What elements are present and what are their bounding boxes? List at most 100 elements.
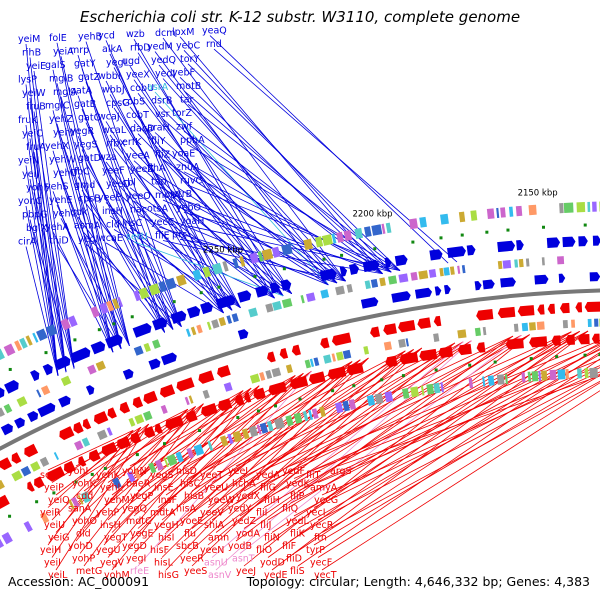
gene-label-fliP: fliP (290, 491, 305, 502)
gene-label-yehU: yehU (53, 168, 77, 179)
forward-gene-arrow (37, 402, 56, 418)
gene-label-yeiN: yeiN (18, 156, 39, 167)
gene-label-insH: insH (100, 520, 121, 531)
gene-label-yeiE: yeiE (26, 61, 46, 72)
label-leader-line (317, 365, 600, 483)
gene-label-tap: tap (151, 177, 167, 188)
label-leader-line (267, 331, 580, 558)
cog-category-block (148, 462, 157, 474)
reverse-gene-arrow (154, 423, 163, 434)
forward-gene-arrow (500, 277, 516, 288)
label-leader-line (33, 70, 75, 369)
cog-category-block (218, 317, 227, 327)
gene-label-hisI: hisI (158, 533, 174, 544)
reverse-gene-arrow (308, 371, 326, 385)
forward-gene-arrow (200, 301, 213, 315)
cog-category-block (587, 201, 591, 212)
forward-gene-arrow (546, 237, 561, 249)
cog-category-block (259, 372, 266, 381)
cog-category-block (587, 318, 592, 328)
gene-label-yegU: yegU (96, 545, 120, 556)
gene-label-yegS: yegS (74, 140, 98, 151)
gene-label-yeeO: yeeO (126, 191, 151, 202)
cog-category-block (106, 427, 113, 436)
gene-label-setB: setB (40, 470, 61, 481)
forward-gene-arrow (105, 334, 123, 349)
cog-category-block (249, 373, 261, 384)
gene-label-wbbI: wbbI (98, 71, 121, 82)
reverse-gene-arrow (279, 348, 289, 359)
label-leader-line (191, 347, 423, 529)
cog-category-block (331, 353, 336, 362)
label-leader-line (165, 357, 369, 533)
gene-label-yeiH: yeiH (40, 545, 61, 556)
label-leader-line (179, 198, 383, 275)
cog-category-block (571, 319, 576, 328)
gene-label-gatC: gatC (78, 113, 101, 124)
label-leader-line (105, 161, 224, 314)
cog-category-block (175, 451, 184, 463)
gene-label-yeeS: yeeS (184, 566, 207, 577)
label-leader-line (129, 227, 275, 299)
gene-label-yegQ: yegQ (122, 504, 147, 515)
reverse-gene-arrow (218, 398, 233, 412)
feature-tick (274, 404, 278, 408)
gene-label-yegS: yegS (150, 470, 174, 481)
cog-category-block (138, 287, 150, 300)
reverse-gene-arrow (201, 403, 218, 417)
label-leader-line (317, 382, 600, 558)
gene-label-yedY: yedY (228, 504, 251, 515)
cog-category-block (285, 364, 293, 374)
label-leader-line (133, 373, 304, 554)
cog-category-block (219, 435, 229, 447)
cog-category-block (133, 345, 144, 356)
forward-gene-arrow (360, 297, 379, 309)
gene-label-zwf: zwf (176, 121, 193, 132)
cog-category-block (128, 417, 136, 427)
label-leader-line (103, 390, 244, 508)
gene-label-yeeW: yeeW (208, 495, 235, 506)
reverse-gene-arrow (185, 410, 198, 423)
reverse-gene-arrow (529, 336, 548, 348)
cog-category-block (468, 377, 474, 389)
gene-label-dacD: dacD (130, 124, 154, 135)
reverse-gene-arrow (0, 494, 10, 509)
cog-category-block (53, 451, 60, 461)
cog-category-block (370, 278, 379, 288)
gene-label-yeiR: yeiR (40, 508, 61, 519)
gene-label-fruA: fruA (26, 142, 46, 153)
feature-tick (380, 378, 384, 382)
gene-label-yeiW: yeiW (22, 88, 46, 99)
feature-tick (322, 257, 326, 261)
label-leader-line (183, 171, 392, 273)
forward-gene-arrow (339, 266, 348, 277)
gene-label-yedX: yedX (236, 491, 260, 502)
label-leader-line (162, 37, 346, 282)
gene-label-hisF: hisF (150, 545, 169, 556)
map-title: Escherichia coli str. K-12 substr. W3110… (79, 8, 521, 26)
reverse-gene-arrow (47, 466, 66, 482)
reverse-gene-arrow (11, 452, 22, 464)
reverse-gene-arrow (107, 407, 117, 419)
gene-label-znuA: znuA (176, 162, 200, 173)
reverse-gene-arrow (547, 303, 556, 314)
gene-label-yecI: yecI (306, 508, 326, 519)
gene-label-yohP: yohP (72, 554, 95, 565)
reverse-gene-arrow (59, 426, 75, 441)
label-leader-line (267, 331, 580, 521)
label-leader-line (187, 184, 401, 271)
gene-label-yehS: yehS (45, 181, 69, 192)
forward-gene-arrow (434, 286, 442, 296)
reverse-gene-arrow (551, 335, 561, 346)
gene-label-yeeA: yeeA (126, 151, 150, 162)
cog-category-block (186, 447, 195, 459)
cog-category-block (90, 306, 100, 318)
feature-tick (411, 240, 415, 244)
gene-label-udk: udk (70, 207, 88, 218)
cog-category-block (482, 326, 487, 336)
cog-category-block (335, 351, 344, 361)
label-leader-line (263, 331, 572, 508)
cog-category-block (67, 315, 78, 328)
gene-label-yehY: yehY (53, 127, 76, 138)
gene-label-yeeF: yeeF (102, 165, 125, 176)
